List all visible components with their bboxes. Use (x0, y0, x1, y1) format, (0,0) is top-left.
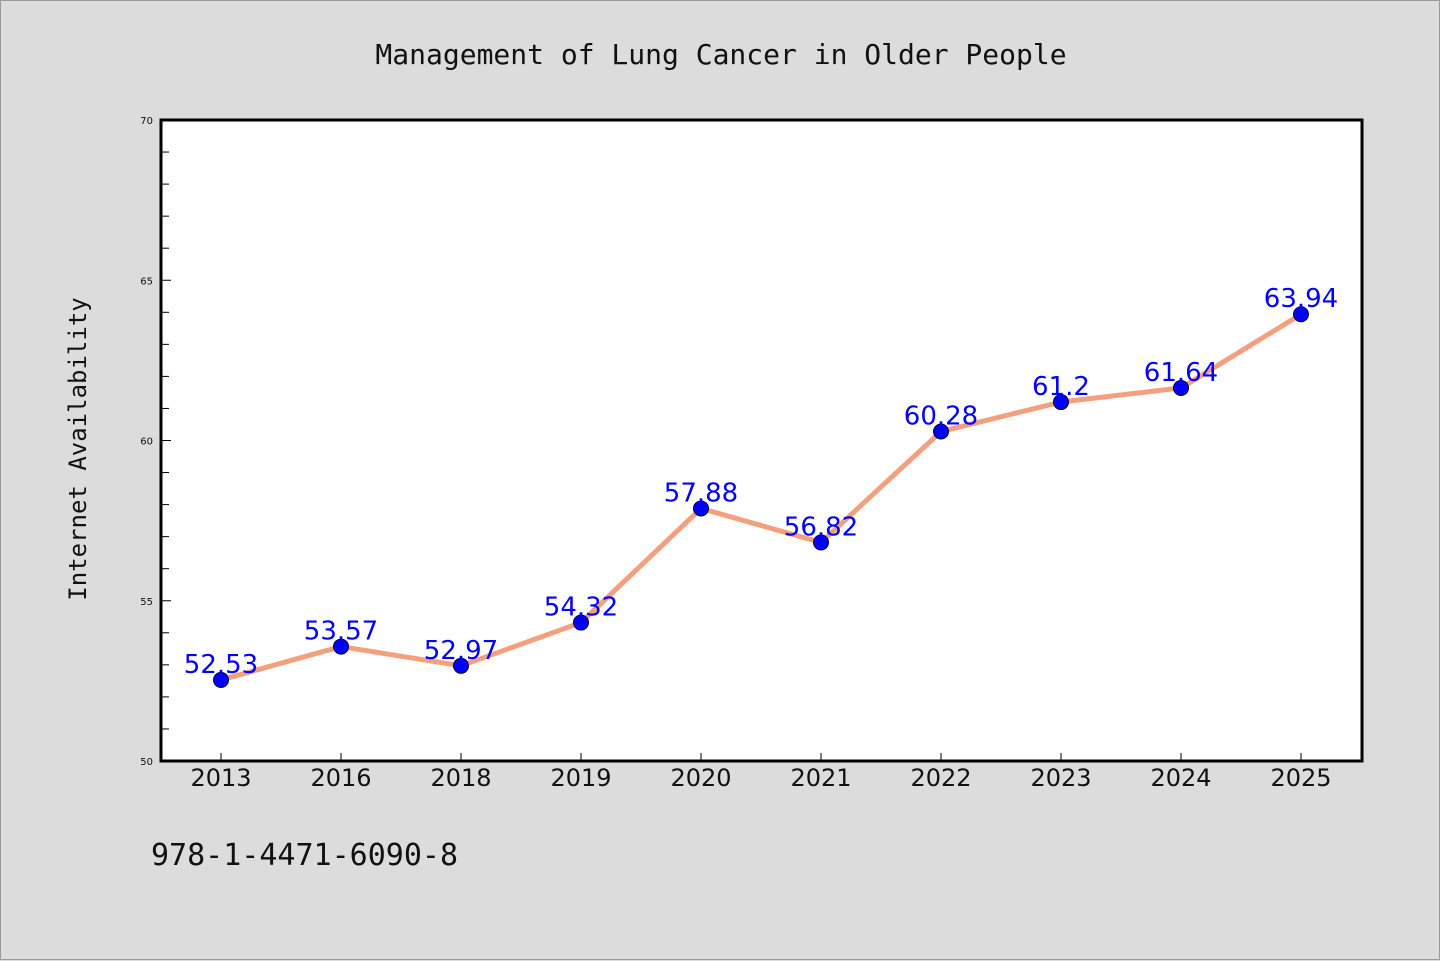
data-point (1173, 379, 1189, 396)
chart-title: Management of Lung Cancer in Older Peopl… (375, 38, 1066, 71)
data-point (333, 638, 349, 655)
y-tick-label: 55 (140, 597, 153, 608)
data-point (1053, 394, 1069, 411)
x-tick-label: 2021 (790, 764, 851, 792)
data-label: 60.28 (904, 402, 978, 432)
x-axis-ticks: 2013 2016 2018 2019 2020 2021 2022 2023 2024 2025 (190, 753, 1332, 792)
y-axis-label: Internet Availability (64, 297, 92, 600)
data-label: 61.64 (1144, 358, 1218, 388)
data-point (213, 671, 229, 688)
y-axis-ticks: 50 55 60 65 70 (140, 116, 171, 768)
x-tick-label: 2022 (910, 764, 971, 792)
data-point (453, 657, 469, 674)
x-tick-label: 2013 (190, 764, 251, 792)
data-label: 61.2 (1032, 372, 1090, 402)
y-tick-label: 70 (140, 116, 153, 127)
isbn-footer: 978-1-4471-6090-8 (151, 838, 458, 873)
x-tick-label: 2024 (1150, 764, 1211, 792)
y-tick-label: 60 (140, 437, 153, 448)
data-label: 54.32 (544, 593, 618, 623)
data-markers (213, 306, 1309, 688)
y-tick-label: 50 (140, 757, 153, 768)
data-point (933, 423, 949, 440)
series-line (218, 311, 1304, 683)
x-tick-label: 2016 (310, 764, 371, 792)
data-label: 52.97 (424, 636, 498, 666)
x-tick-label: 2020 (670, 764, 731, 792)
series-line-group (218, 311, 1304, 683)
data-label: 63.94 (1264, 284, 1338, 314)
data-label: 57.88 (664, 478, 738, 508)
data-label: 56.82 (784, 512, 858, 542)
data-label: 52.53 (184, 650, 258, 680)
x-tick-label: 2018 (430, 764, 491, 792)
data-point (693, 500, 709, 517)
plot-area (159, 118, 1364, 763)
x-tick-label: 2019 (550, 764, 611, 792)
data-labels: 52.53 53.57 52.97 54.32 57.88 56.82 60.28 61.2 6… (184, 284, 1338, 680)
data-point (813, 534, 829, 551)
y-tick-label: 65 (140, 276, 153, 287)
data-label: 53.57 (304, 617, 378, 647)
x-tick-label: 2025 (1270, 764, 1331, 792)
x-tick-label: 2023 (1030, 764, 1091, 792)
data-point (573, 614, 589, 631)
data-point (1293, 306, 1309, 323)
